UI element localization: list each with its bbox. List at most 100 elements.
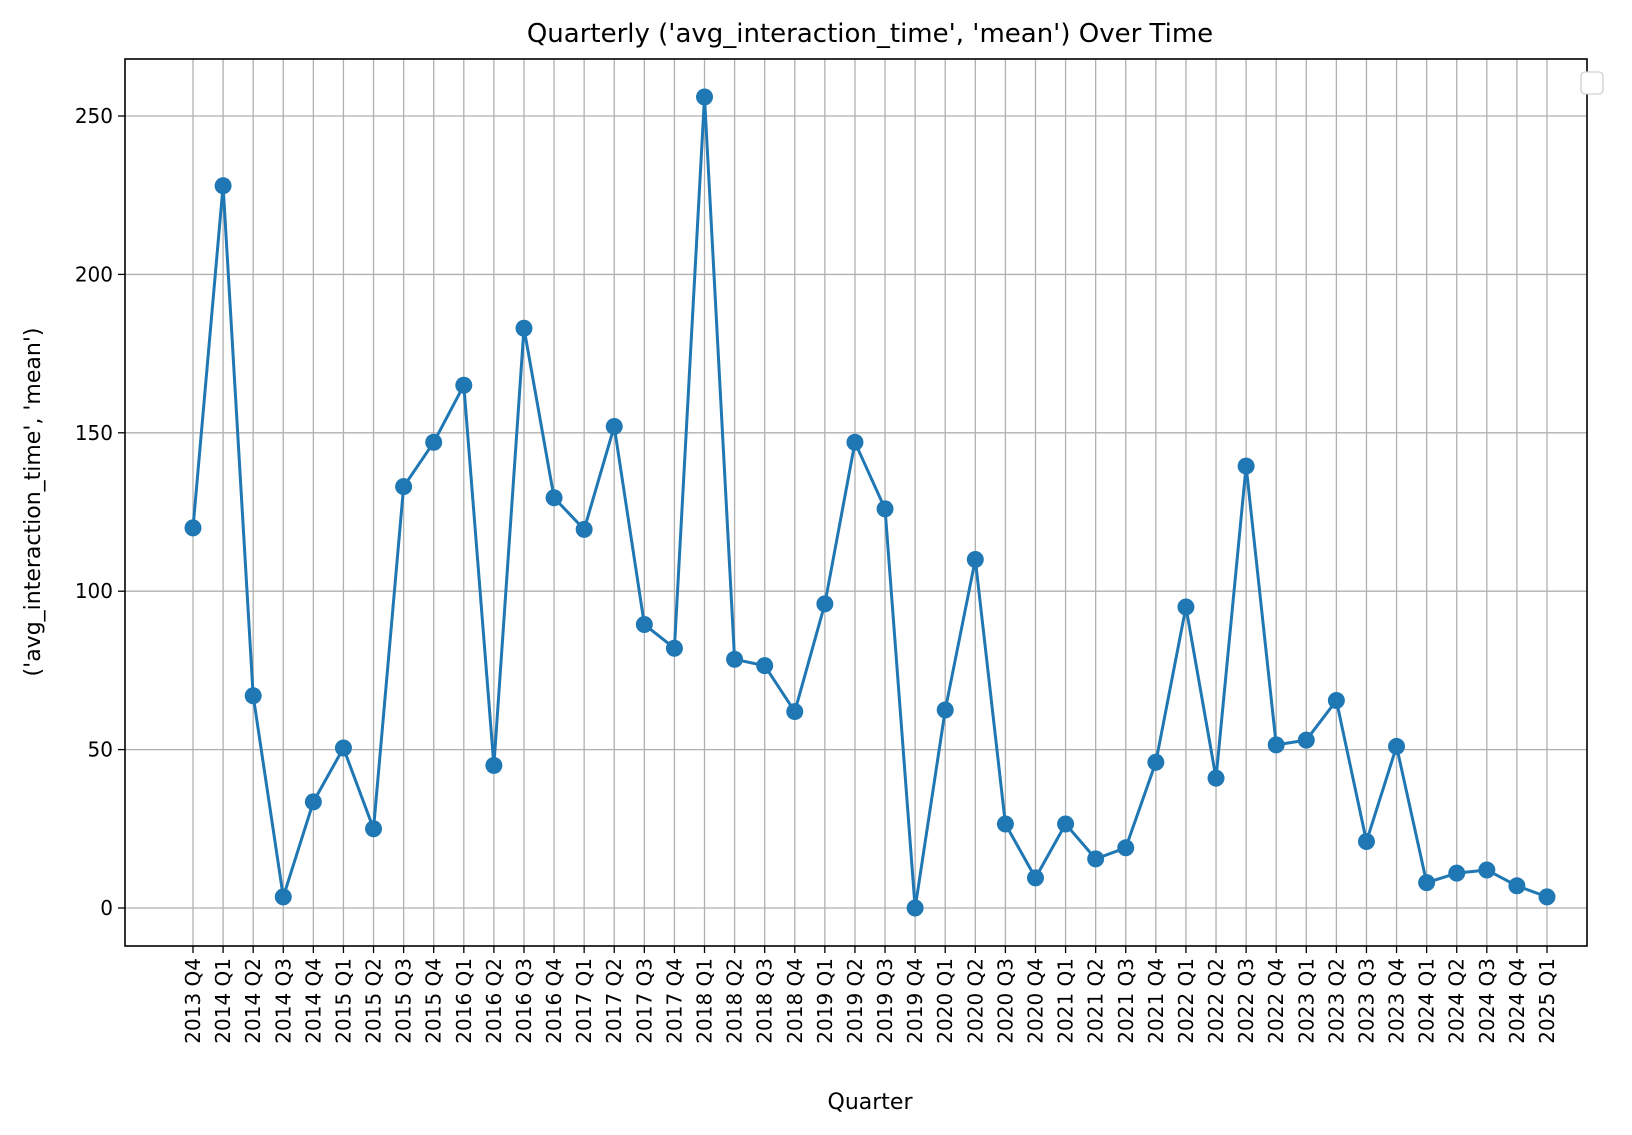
data-point [786, 703, 804, 721]
x-tick-label: 2021 Q4 [1144, 958, 1168, 1044]
chart-title: Quarterly ('avg_interaction_time', 'mean… [527, 19, 1213, 49]
data-point [1388, 737, 1406, 755]
x-gridlines [192, 59, 1548, 946]
x-tick-label: 2020 Q1 [933, 958, 957, 1044]
data-point [726, 650, 744, 668]
x-axis-ticks: 2013 Q4 2014 Q1 2014 Q2 2014 Q3 2014 Q4 2015 … [181, 946, 1559, 1044]
data-point [515, 319, 533, 337]
x-tick-label: 2022 Q1 [1174, 958, 1198, 1044]
data-point [244, 687, 262, 705]
x-tick-label: 2019 Q2 [843, 958, 867, 1044]
y-axis-ticks: 0 50 100 150 200 250 [75, 104, 125, 920]
data-point [605, 417, 623, 435]
x-tick-label: 2015 Q3 [392, 958, 416, 1044]
data-point [1357, 832, 1375, 850]
x-tick-label: 2023 Q2 [1324, 958, 1348, 1044]
x-tick-label: 2020 Q4 [1023, 958, 1047, 1044]
data-point [575, 520, 593, 538]
series-line [191, 95, 1548, 910]
data-point [1147, 753, 1165, 771]
x-tick-label: 2021 Q1 [1054, 958, 1078, 1044]
x-axis-label: Quarter [828, 1090, 914, 1115]
data-point [1237, 457, 1255, 475]
data-point [635, 615, 653, 633]
data-point [906, 899, 924, 917]
x-tick-label: 2015 Q1 [331, 958, 355, 1044]
data-point [1117, 839, 1135, 857]
x-tick-label: 2016 Q2 [482, 958, 506, 1044]
data-point [1207, 769, 1225, 787]
data-point [1087, 850, 1105, 868]
data-point [395, 478, 413, 496]
x-tick-label: 2024 Q3 [1475, 958, 1499, 1044]
x-tick-label: 2014 Q4 [301, 958, 325, 1044]
x-tick-label: 2020 Q3 [993, 958, 1017, 1044]
data-point [876, 500, 894, 518]
x-tick-label: 2024 Q2 [1445, 958, 1469, 1044]
data-point [846, 433, 864, 451]
y-tick-label: 150 [75, 421, 113, 445]
y-axis-label: ('avg_interaction_time', 'mean') [21, 328, 46, 677]
x-tick-label: 2019 Q4 [903, 958, 927, 1044]
legend-box [1580, 71, 1604, 95]
x-tick-label: 2018 Q4 [783, 958, 807, 1044]
x-tick-label: 2018 Q2 [723, 958, 747, 1044]
x-tick-label: 2024 Q1 [1415, 958, 1439, 1044]
x-tick-label: 2017 Q4 [662, 958, 686, 1044]
x-tick-label: 2019 Q1 [813, 958, 837, 1044]
y-tick-label: 0 [100, 896, 113, 920]
data-point [1538, 888, 1556, 906]
data-point [1297, 731, 1315, 749]
x-tick-label: 2014 Q3 [271, 958, 295, 1044]
x-tick-label: 2019 Q3 [873, 958, 897, 1044]
data-point [696, 88, 714, 106]
series-avg-interaction-time [184, 88, 1556, 917]
y-tick-label: 250 [75, 104, 113, 128]
data-point [665, 639, 683, 657]
data-point [1057, 815, 1075, 833]
x-tick-label: 2016 Q1 [452, 958, 476, 1044]
data-point [365, 820, 383, 838]
data-point [545, 489, 563, 507]
x-tick-label: 2021 Q3 [1114, 958, 1138, 1044]
data-point [936, 701, 954, 719]
x-tick-label: 2015 Q4 [422, 958, 446, 1044]
plot-frame [124, 58, 1588, 947]
data-point [1508, 877, 1526, 895]
x-tick-label: 2017 Q2 [602, 958, 626, 1044]
data-point [425, 433, 443, 451]
x-tick-label: 2013 Q4 [181, 958, 205, 1044]
data-point [1327, 691, 1345, 709]
x-tick-label: 2023 Q4 [1385, 958, 1409, 1044]
x-tick-label: 2014 Q2 [241, 958, 265, 1044]
x-tick-label: 2021 Q2 [1084, 958, 1108, 1044]
x-tick-label: 2016 Q3 [512, 958, 536, 1044]
y-tick-label: 100 [75, 579, 113, 603]
data-point [966, 551, 984, 569]
x-tick-label: 2024 Q4 [1505, 958, 1529, 1044]
y-tick-label: 200 [75, 262, 113, 286]
x-tick-label: 2018 Q1 [693, 958, 717, 1044]
x-tick-label: 2018 Q3 [753, 958, 777, 1044]
x-tick-label: 2017 Q1 [572, 958, 596, 1044]
data-point [304, 793, 322, 811]
x-tick-label: 2022 Q2 [1204, 958, 1228, 1044]
x-tick-label: 2015 Q2 [362, 958, 386, 1044]
x-tick-label: 2022 Q3 [1234, 958, 1258, 1044]
x-tick-label: 2025 Q1 [1535, 958, 1559, 1044]
x-tick-label: 2014 Q1 [211, 958, 235, 1044]
data-point [214, 177, 232, 195]
data-point [274, 888, 292, 906]
data-point [1448, 864, 1466, 882]
data-point [455, 376, 473, 394]
data-point [184, 519, 202, 537]
data-point [756, 657, 774, 675]
data-point [1418, 874, 1436, 892]
data-point [1478, 861, 1496, 879]
x-tick-label: 2020 Q2 [963, 958, 987, 1044]
data-point [485, 756, 503, 774]
y-tick-label: 50 [88, 738, 113, 762]
data-point [334, 739, 352, 757]
data-point [1177, 598, 1195, 616]
